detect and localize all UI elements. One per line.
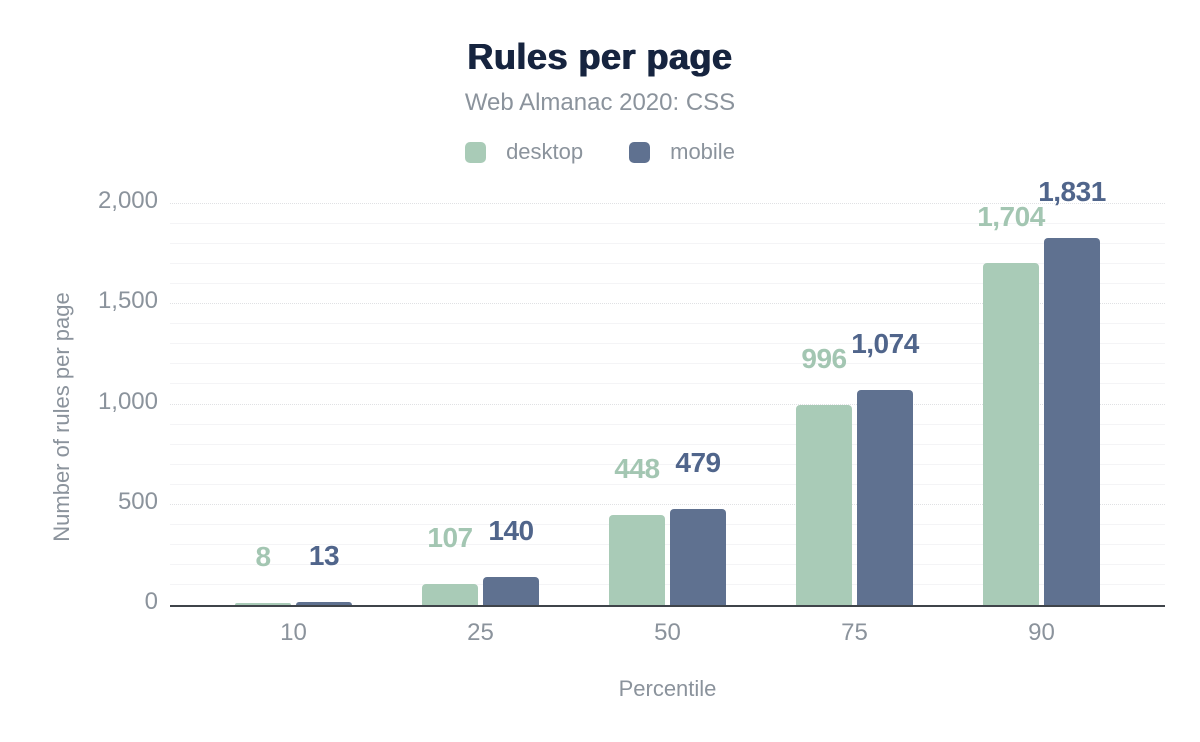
- bar-desktop-p25[interactable]: [422, 583, 478, 605]
- minor-gridline-1400: [170, 323, 1165, 325]
- chart-subtitle: Web Almanac 2020: CSS: [464, 89, 736, 116]
- minor-gridline-100: [170, 583, 1165, 585]
- minor-gridline-1300: [170, 343, 1165, 345]
- bar-mobile-p75[interactable]: [857, 389, 913, 605]
- category-band-p25: 107 140 25: [387, 204, 574, 646]
- legend-swatch-desktop: [465, 141, 487, 163]
- minor-gridline-900: [170, 423, 1165, 425]
- minor-gridline-1900: [170, 223, 1165, 225]
- x-axis-title: Percentile: [618, 676, 717, 701]
- x-tick-90: 90: [1028, 619, 1055, 646]
- legend: desktop mobile: [0, 139, 1200, 165]
- bar-value-label-desktop-p10: 8: [255, 541, 271, 573]
- minor-gridline-1700: [170, 263, 1165, 265]
- y-tick-500: 500: [117, 487, 158, 515]
- x-tick-25: 25: [467, 619, 494, 646]
- x-axis-line: [170, 604, 1165, 607]
- bar-mobile-p10[interactable]: [296, 602, 352, 605]
- minor-gridline-1100: [170, 383, 1165, 385]
- y-tick-0: 0: [144, 588, 158, 615]
- bar-desktop-p10[interactable]: [235, 603, 291, 605]
- category-band-p10: 8 13 10: [200, 204, 387, 646]
- bar-value-label-mobile-p90: 1,831: [1038, 175, 1106, 207]
- category-band-p90: 1,704 1,831 90: [948, 177, 1135, 646]
- plot-area: 8 13 10 107 140 25 448 479 50 996 1,074 75 1,704 1,83…: [98, 177, 1165, 646]
- y-tick-1,000: 1,000: [97, 387, 158, 415]
- legend-label-desktop: desktop: [506, 139, 584, 164]
- y-axis-title: Number of rules per page: [49, 292, 74, 542]
- x-tick-50: 50: [654, 619, 681, 646]
- x-tick-10: 10: [280, 619, 307, 646]
- minor-gridline-400: [170, 523, 1165, 525]
- major-gridline-2000: [170, 203, 1165, 204]
- minor-gridline-1800: [170, 243, 1165, 245]
- bar-value-label-mobile-p25: 140: [488, 514, 534, 546]
- minor-gridline-300: [170, 543, 1165, 545]
- y-tick-1,500: 1,500: [97, 287, 158, 315]
- chart-title: Rules per page: [467, 36, 733, 77]
- minor-gridline-800: [170, 443, 1165, 445]
- minor-gridline-200: [170, 563, 1165, 565]
- bar-value-label-mobile-p10: 13: [308, 540, 340, 572]
- legend-item-desktop[interactable]: desktop: [465, 139, 583, 165]
- y-tick-2,000: 2,000: [97, 187, 158, 214]
- bar-mobile-p90[interactable]: [1044, 237, 1100, 605]
- bar-value-label-desktop-p90: 1,704: [977, 201, 1045, 233]
- major-gridline-1000: [170, 403, 1165, 405]
- category-band-p75: 996 1,074 75: [761, 204, 948, 646]
- bar-value-label-desktop-p25: 107: [427, 521, 473, 553]
- major-gridline-500: [170, 503, 1165, 505]
- bar-mobile-p25[interactable]: [483, 576, 539, 605]
- major-gridline-1500: [170, 303, 1165, 305]
- bar-value-label-desktop-p75: 996: [801, 343, 847, 375]
- legend-item-mobile[interactable]: mobile: [629, 139, 735, 165]
- bar-mobile-p50[interactable]: [670, 508, 726, 605]
- legend-label-mobile: mobile: [670, 139, 735, 164]
- minor-gridline-1600: [170, 283, 1165, 285]
- minor-gridline-600: [170, 483, 1165, 485]
- bands-container: 8 13 10 107 140 25 448 479 50 996 1,074 75 1,704 1,83…: [200, 177, 1135, 646]
- minor-gridline-1200: [170, 363, 1165, 365]
- bar-desktop-p90[interactable]: [983, 263, 1039, 605]
- bar-desktop-p75[interactable]: [796, 405, 852, 605]
- legend-swatch-mobile: [629, 141, 651, 163]
- bar-desktop-p50[interactable]: [609, 515, 665, 605]
- bar-value-label-desktop-p50: 448: [614, 453, 660, 485]
- bar-value-label-mobile-p75: 1,074: [851, 327, 919, 359]
- minor-gridline-700: [170, 463, 1165, 465]
- bar-value-label-mobile-p50: 479: [675, 446, 721, 478]
- x-tick-75: 75: [841, 619, 868, 646]
- category-band-p50: 448 479 50: [574, 204, 761, 646]
